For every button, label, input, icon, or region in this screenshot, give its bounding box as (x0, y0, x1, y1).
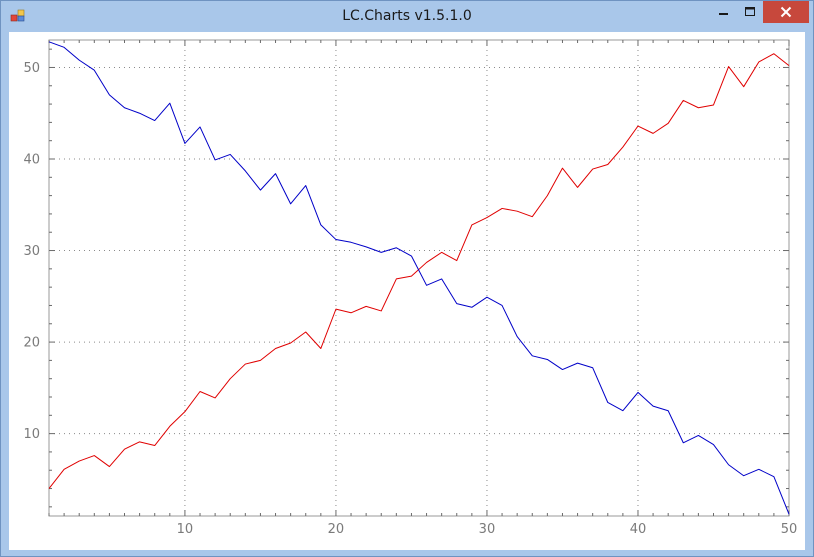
y-tick-label: 10 (23, 427, 40, 442)
x-tick-label: 20 (328, 522, 345, 537)
y-tick-label: 20 (23, 336, 40, 351)
series-lines (48, 41, 790, 515)
x-tick-label: 10 (177, 522, 194, 537)
chart-area: 10 20 30 40 50 10 20 30 40 50 (9, 32, 805, 550)
y-tick-label: 40 (23, 153, 40, 168)
close-icon (780, 6, 792, 18)
series-line-blue (48, 41, 790, 515)
x-tick-label: 30 (479, 522, 496, 537)
close-button[interactable] (763, 1, 809, 23)
maximize-icon (744, 7, 755, 16)
series-line-red (48, 53, 790, 489)
grid-lines (49, 40, 790, 516)
minimize-button[interactable] (711, 1, 737, 23)
x-tick-label: 50 (781, 522, 798, 537)
axis-ticks (48, 40, 790, 516)
tick-labels: 10 20 30 40 50 10 20 30 40 50 (23, 61, 797, 537)
y-tick-label: 50 (23, 61, 40, 76)
y-tick-label: 30 (23, 244, 40, 259)
minimize-icon (719, 13, 728, 15)
app-icon[interactable] (10, 9, 26, 23)
plot-frame (48, 39, 790, 517)
window-title: LC.Charts v1.5.1.0 (342, 8, 472, 24)
line-chart: 10 20 30 40 50 10 20 30 40 50 (23, 39, 797, 537)
maximize-button[interactable] (737, 1, 763, 23)
x-tick-label: 40 (630, 522, 647, 537)
title-bar[interactable]: LC.Charts v1.5.1.0 (1, 1, 813, 32)
